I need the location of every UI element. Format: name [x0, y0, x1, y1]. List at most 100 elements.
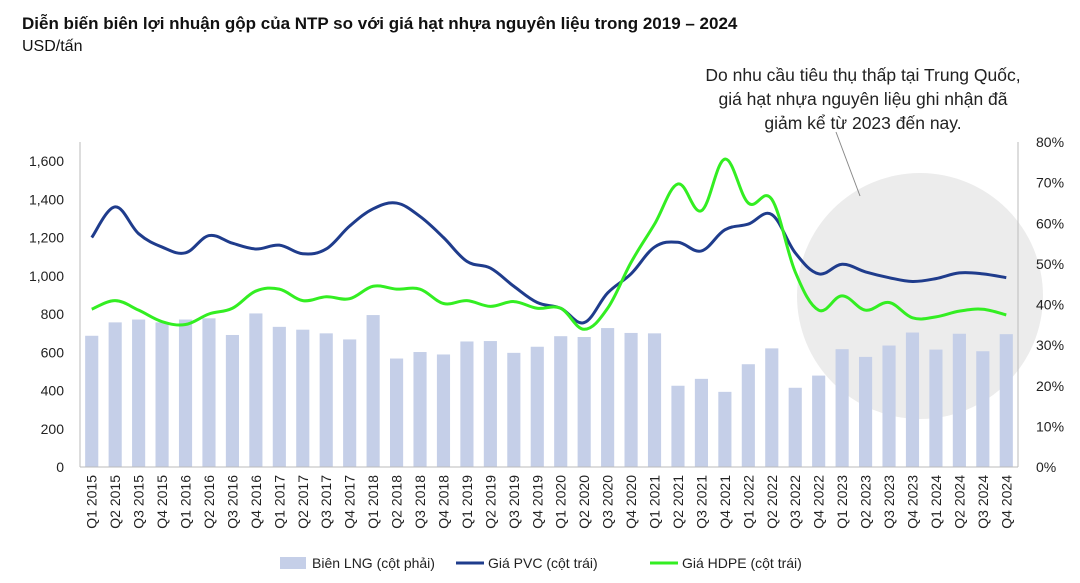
x-tick-label: Q3 2024 [975, 475, 991, 529]
bar-biên-lng [202, 318, 216, 467]
x-tick-label: Q1 2016 [178, 475, 194, 529]
left-tick-label: 0 [56, 459, 64, 475]
bar-biên-lng [436, 354, 451, 467]
right-tick-label: 10% [1036, 418, 1064, 434]
bar-biên-lng [882, 345, 896, 467]
x-tick-label: Q1 2015 [84, 475, 100, 529]
bar-biên-lng [812, 375, 826, 467]
left-tick-label: 1,400 [29, 191, 64, 207]
right-tick-label: 60% [1036, 215, 1064, 231]
x-tick-label: Q3 2016 [224, 475, 240, 529]
right-tick-label: 70% [1036, 175, 1064, 191]
chart-unit: USD/tấn [22, 38, 83, 55]
x-tick-label: Q4 2019 [529, 475, 545, 529]
bar-biên-lng [296, 329, 310, 467]
x-tick-label: Q2 2022 [764, 475, 780, 529]
x-tick-label: Q2 2019 [482, 475, 498, 529]
x-tick-label: Q4 2020 [623, 475, 639, 529]
left-tick-label: 800 [41, 306, 65, 322]
right-tick-label: 20% [1036, 378, 1064, 394]
bar-biên-lng [694, 378, 708, 467]
x-tick-label: Q3 2020 [600, 475, 616, 529]
bar-biên-lng [225, 334, 239, 467]
bar-biên-lng [788, 387, 802, 467]
x-tick-label: Q2 2023 [858, 475, 874, 529]
bar-biên-lng [577, 337, 591, 467]
x-tick-label: Q4 2015 [154, 475, 170, 529]
left-tick-label: 600 [41, 344, 65, 360]
x-tick-label: Q2 2017 [295, 475, 311, 529]
x-tick-label: Q4 2023 [904, 475, 920, 529]
x-tick-label: Q2 2018 [389, 475, 405, 529]
legend-label: Giá HDPE (cột trái) [682, 555, 802, 571]
bar-biên-lng [85, 335, 99, 467]
bar-biên-lng [108, 322, 122, 467]
bar-biên-lng [601, 328, 615, 467]
right-tick-label: 30% [1036, 337, 1064, 353]
x-tick-label: Q3 2019 [506, 475, 522, 529]
x-tick-label: Q4 2016 [248, 475, 264, 529]
bar-biên-lng [765, 348, 779, 467]
bar-biên-lng [272, 326, 286, 467]
x-tick-label: Q3 2018 [412, 475, 428, 529]
x-tick-label: Q1 2017 [271, 475, 287, 529]
x-tick-label: Q4 2017 [342, 475, 358, 529]
legend-swatch-biên-lng [280, 557, 306, 569]
x-tick-label: Q3 2023 [881, 475, 897, 529]
legend: Biên LNG (cột phải) Giá PVC (cột trái) Giá… [280, 555, 802, 571]
bar-biên-lng [155, 322, 169, 467]
x-tick-label: Q1 2023 [834, 475, 850, 529]
x-tick-label: Q4 2024 [998, 475, 1014, 529]
x-tick-label: Q2 2020 [576, 475, 592, 529]
right-tick-label: 80% [1036, 134, 1064, 150]
annotation-pointer [835, 131, 861, 197]
bar-biên-lng [718, 391, 732, 467]
x-tick-label: Q4 2022 [811, 475, 827, 529]
bar-biên-lng [530, 346, 544, 467]
right-tick-label: 40% [1036, 297, 1064, 313]
x-tick-label: Q1 2019 [459, 475, 475, 529]
bar-biên-lng [319, 333, 333, 467]
bar-biên-lng [671, 385, 685, 467]
bar-biên-lng [999, 334, 1013, 467]
legend-label: Biên LNG (cột phải) [312, 555, 435, 571]
left-tick-label: 200 [41, 421, 65, 437]
right-tick-label: 0% [1036, 459, 1056, 475]
bar-biên-lng [507, 352, 521, 467]
bar-biên-lng [343, 339, 357, 467]
bar-biên-lng [178, 319, 193, 467]
x-tick-label: Q4 2018 [435, 475, 451, 529]
x-tick-label: Q2 2016 [201, 475, 217, 529]
x-tick-label: Q4 2021 [717, 475, 733, 529]
x-tick-label: Q1 2021 [647, 475, 663, 529]
bar-biên-lng [647, 333, 662, 467]
right-tick-label: 50% [1036, 256, 1064, 272]
bar-biên-lng [249, 313, 263, 467]
x-tick-label: Q2 2021 [670, 475, 686, 529]
x-tick-label: Q1 2022 [740, 475, 756, 529]
left-tick-label: 1,000 [29, 268, 64, 284]
bar-biên-lng [952, 333, 966, 467]
bar-biên-lng [835, 349, 849, 467]
bar-biên-lng [976, 351, 990, 467]
bar-biên-lng [460, 341, 474, 467]
bar-biên-lng [859, 356, 873, 467]
line-gia-hdpe [91, 157, 1007, 331]
x-tick-label: Q1 2024 [928, 475, 944, 529]
x-tick-label: Q1 2020 [553, 475, 569, 529]
bar-biên-lng [624, 332, 638, 467]
chart-annotation: Do nhu cầu tiêu thụ thấp tại Trung Quốc,… [705, 65, 1021, 133]
x-tick-label: Q3 2021 [693, 475, 709, 529]
chart-title: Diễn biến biên lợi nhuận gộp của NTP so … [22, 14, 738, 33]
x-tick-label: Q3 2015 [131, 475, 147, 529]
bar-biên-lng [483, 341, 497, 467]
x-tick-label: Q3 2022 [787, 475, 803, 529]
x-tick-label: Q3 2017 [318, 475, 334, 529]
x-tick-label: Q2 2015 [107, 475, 123, 529]
bar-biên-lng [366, 315, 380, 467]
bar-biên-lng [390, 358, 404, 467]
line-gia-pvc [90, 201, 1007, 325]
x-tick-label: Q2 2024 [951, 475, 967, 529]
bar-biên-lng [929, 349, 943, 467]
